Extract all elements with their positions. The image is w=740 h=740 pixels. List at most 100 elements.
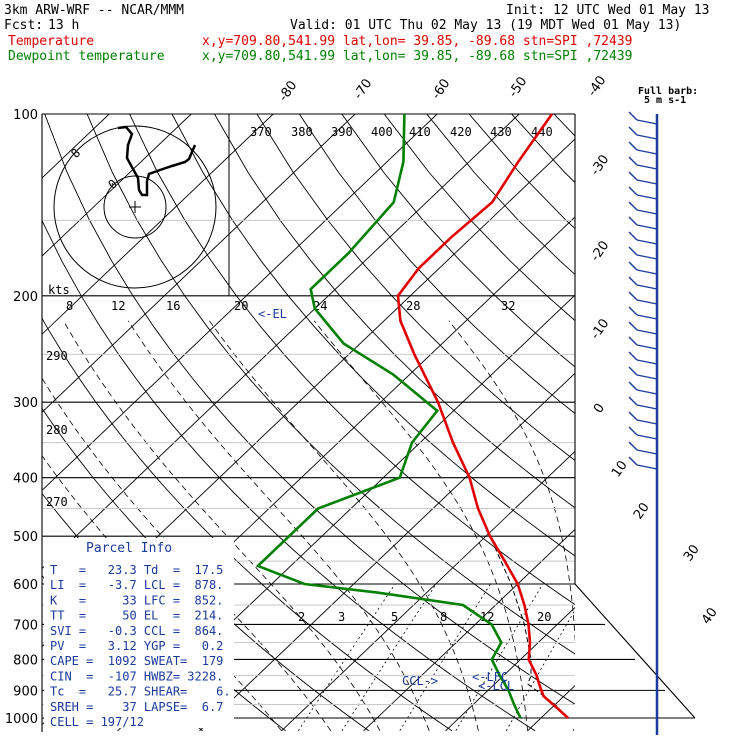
wind-barb	[636, 179, 658, 185]
wind-barb	[636, 404, 658, 410]
wind-barb	[628, 171, 638, 181]
wind-barb	[636, 209, 658, 215]
isotherm-line	[199, 372, 575, 732]
barb-header: Full barb:	[638, 86, 698, 97]
wind-barb	[636, 239, 658, 245]
pressure-label: 400	[13, 472, 38, 487]
dry-adiabat-line	[42, 219, 536, 732]
wind-barb	[636, 344, 658, 350]
lcl-marker: <-LCL	[478, 679, 514, 693]
location-info-temp: x,y=709.80,541.99 lat,lon= 39.85, -89.68…	[202, 34, 632, 49]
isotherm-label: -10	[588, 316, 612, 342]
legend-temperature: Temperature	[8, 34, 94, 49]
wind-barb	[636, 224, 658, 230]
parcel-info-row: CELL = 197/12	[50, 715, 144, 729]
wind-speed-tick: 32	[501, 299, 515, 313]
isotherm-label: -30	[588, 152, 612, 178]
pressure-label: 100	[13, 108, 38, 123]
theta-label: 380	[291, 125, 313, 139]
mixing-ratio-line	[505, 609, 575, 731]
wind-barb	[628, 201, 638, 211]
wind-barb	[636, 389, 658, 395]
dry-adiabat-line	[129, 114, 575, 606]
dry-adiabat-line	[171, 114, 575, 557]
parcel-info-row: CAPE = 1092 SWEAT= 179	[50, 654, 223, 668]
wind-barb	[628, 186, 638, 196]
pressure-label: 600	[13, 578, 38, 593]
dewpoint-trace	[255, 113, 522, 719]
parcel-info-row: TT = 50 EL = 214.	[50, 609, 223, 623]
wind-speed-tick: 12	[111, 299, 125, 313]
fcst-value: 13 h	[48, 18, 79, 33]
isotherm-line	[281, 450, 575, 732]
pressure-label: 900	[13, 684, 38, 699]
mixing-ratio-line	[341, 583, 437, 732]
parcel-info-title: Parcel Info	[86, 541, 172, 556]
isotherm-label: -80	[276, 78, 300, 104]
dry-adiabat-line	[44, 114, 575, 705]
wind-barb	[636, 149, 658, 155]
isotherm-line	[445, 606, 575, 732]
isotherm-line	[692, 114, 740, 731]
wind-barb	[628, 321, 638, 331]
isotherm-line	[42, 114, 192, 257]
pressure-label: 1000	[5, 712, 38, 727]
pressure-label: 700	[13, 618, 38, 633]
wind-barb	[636, 359, 658, 365]
wind-barb	[628, 366, 638, 376]
isotherm-line	[610, 114, 740, 731]
mixing-ratio-line	[399, 583, 491, 732]
init-time: Init: 12 UTC Wed 01 May 13	[506, 3, 710, 18]
wind-barb	[628, 396, 638, 406]
wind-barb	[636, 194, 658, 200]
parcel-info-row: SVI = -0.3 CCL = 864.	[50, 624, 223, 638]
isotherm-label: 40	[699, 605, 721, 627]
mixing-ratio-label: 3	[338, 610, 345, 624]
wind-barb	[628, 411, 638, 421]
theta-label: 410	[409, 125, 431, 139]
dry-adiabat-line	[86, 114, 575, 655]
location-info-dew: x,y=709.80,541.99 lat,lon= 39.85, -89.68…	[202, 49, 632, 64]
theta-label: 370	[250, 125, 272, 139]
isotherm-label: 0	[591, 401, 608, 416]
wind-barb	[628, 216, 638, 226]
theta-label: 280	[46, 423, 68, 437]
parcel-info-row: PV = 3.12 YGP = 0.2	[50, 639, 223, 653]
isotherm-line	[363, 528, 575, 732]
wind-barb	[628, 276, 638, 286]
isotherm-label: -50	[506, 74, 530, 100]
wind-barb	[628, 231, 638, 241]
wind-speed-axis: kts 8 12 16 20 24 28 32	[48, 283, 515, 313]
theta-label: 430	[490, 125, 512, 139]
mixing-ratio-label: 20	[537, 610, 551, 624]
background-lines	[0, 114, 740, 732]
mixing-ratio-line	[297, 583, 396, 732]
moist-adiabat-line	[313, 320, 528, 731]
moist-adiabat-line	[127, 320, 430, 731]
wind-barb	[636, 254, 658, 260]
wind-barb	[636, 314, 658, 320]
dry-adiabat-line	[341, 114, 575, 368]
isotherm-label: -60	[429, 76, 453, 102]
dry-adiabat-line	[256, 114, 575, 462]
isotherm-line	[0, 114, 27, 731]
el-marker: <-EL	[258, 307, 287, 321]
dry-adiabat-line	[383, 114, 575, 322]
wind-barb	[628, 336, 638, 346]
wind-barb	[628, 141, 638, 151]
theta-label: 270	[46, 495, 68, 509]
mixing-ratio-label: 8	[440, 610, 447, 624]
wind-barb	[628, 246, 638, 256]
dry-adiabat-line	[214, 114, 575, 509]
pressure-label: 300	[13, 396, 38, 411]
wind-barb	[628, 261, 638, 271]
isotherm-label: -20	[588, 238, 612, 264]
wind-speed-tick: 20	[234, 299, 248, 313]
wind-barb	[628, 456, 638, 466]
legend-dewpoint: Dewpoint temperature	[8, 49, 165, 64]
hodograph-outer-ring	[53, 125, 217, 289]
isotherm-line	[42, 114, 438, 492]
wind-barb	[636, 119, 658, 125]
fcst-label: Fcst:	[4, 18, 43, 33]
lfc-marker: <-LFC	[472, 670, 508, 684]
